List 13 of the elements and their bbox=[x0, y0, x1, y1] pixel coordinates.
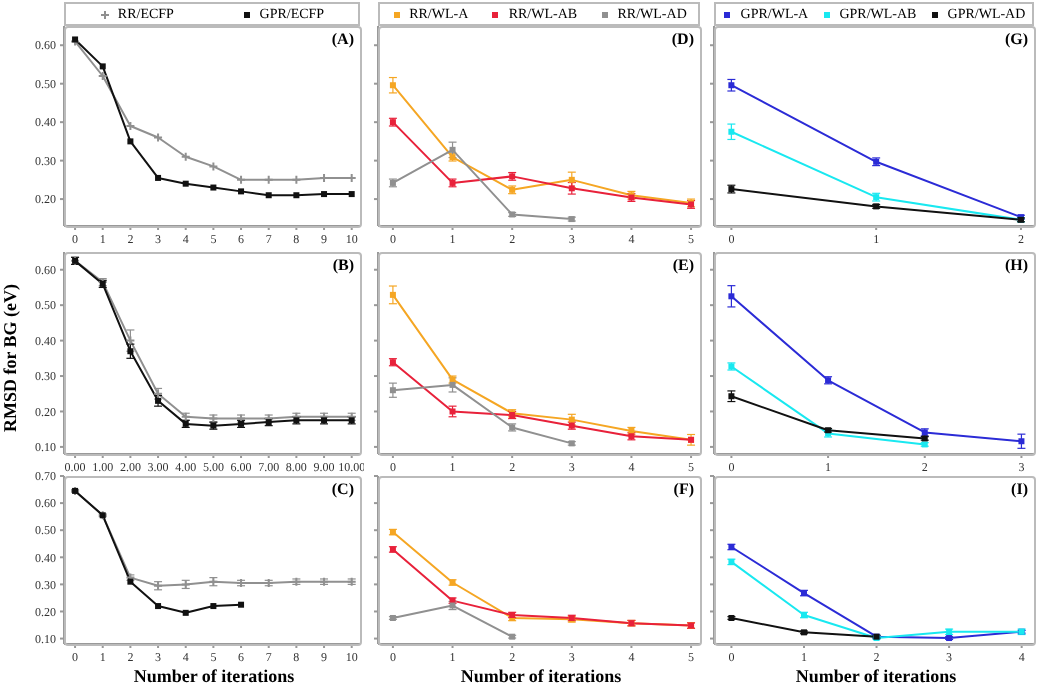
chart-title: (H) bbox=[1004, 256, 1028, 274]
chart-title: (C) bbox=[331, 480, 354, 498]
chart-title: (G) bbox=[1004, 30, 1028, 48]
chart-title: (A) bbox=[331, 30, 354, 48]
chart-title: (D) bbox=[671, 30, 694, 48]
chart-title: (I) bbox=[1011, 480, 1028, 498]
chart-title: (F) bbox=[673, 480, 694, 498]
chart-title: (B) bbox=[332, 256, 354, 274]
x-axis-title: Number of iterations bbox=[131, 666, 297, 686]
y-axis-title: RMSD for BG (eV) bbox=[0, 281, 20, 437]
x-axis-title: Number of iterations bbox=[793, 666, 959, 686]
x-axis-title: Number of iterations bbox=[458, 666, 624, 686]
chart-title: (E) bbox=[672, 256, 694, 274]
